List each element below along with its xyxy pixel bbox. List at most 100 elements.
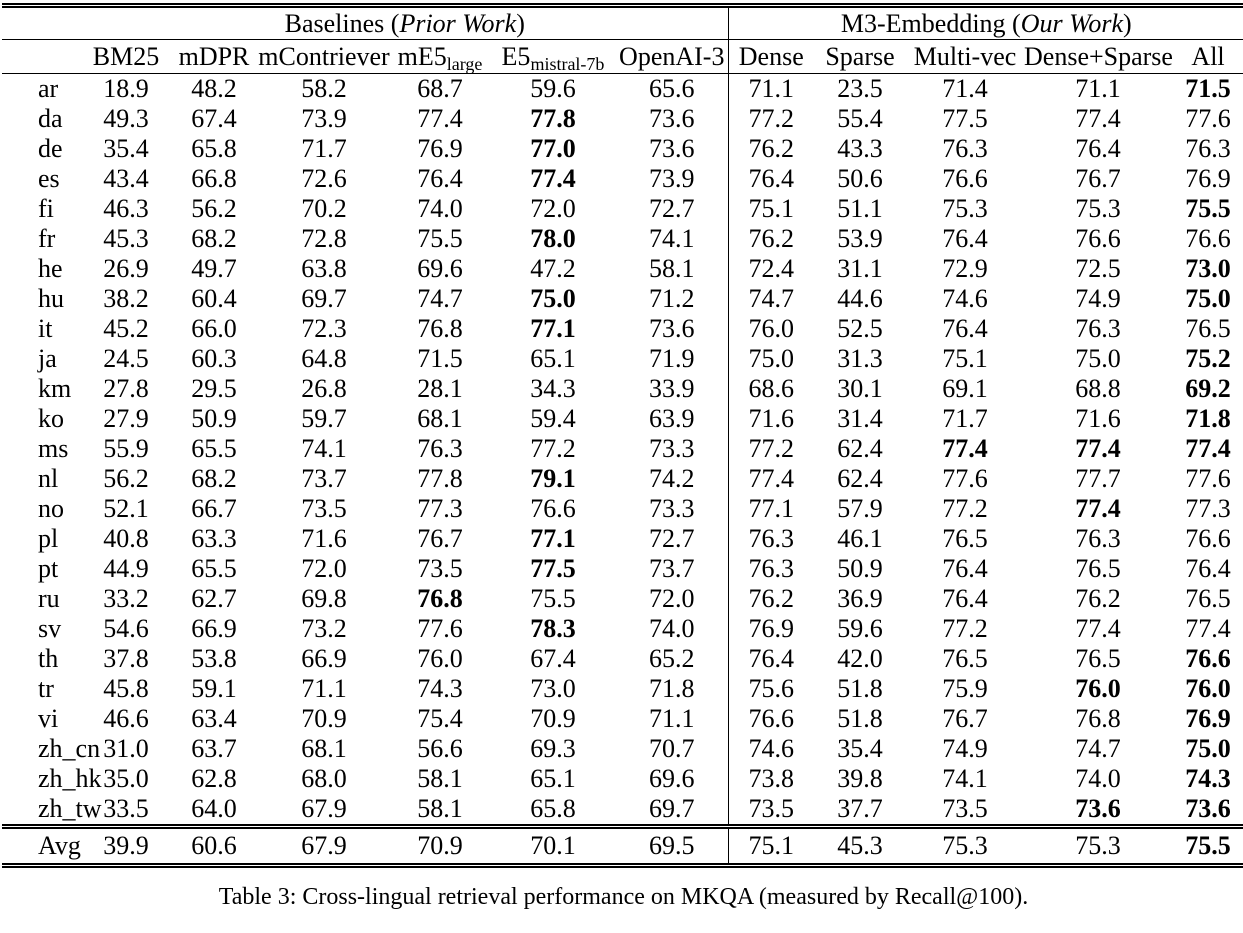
table-row: ms 55.9 65.5 74.1 76.3 77.2 73.3 77.2 62.4 77.4 77…	[2, 434, 1243, 464]
metric-cell: 39.9	[82, 824, 170, 866]
metric-cell: 26.9	[103, 254, 149, 283]
column-header-row: BM25 mDPR mContriever mE5large E5mistral-7b O…	[2, 39, 1243, 74]
metric-cell: 64.0	[191, 794, 237, 823]
metric-cell: 23.5	[837, 74, 883, 103]
metric-cell: 75.5	[530, 584, 576, 613]
avg-row: Avg 39.9 60.6 67.9 70.9 70.1 69.5 75.1 45.3 75.3 7…	[2, 824, 1243, 866]
language-cell: de	[38, 134, 63, 163]
table-row: pt 44.9 65.5 72.0 73.5 77.5 73.7 76.3 50.9 76.4 76…	[2, 554, 1243, 584]
metric-cell: 70.1	[490, 824, 616, 866]
metric-cell: 56.2	[191, 194, 237, 223]
metric-cell: 59.4	[530, 404, 576, 433]
metric-cell: 75.3	[1024, 824, 1173, 866]
metric-cell: 77.4	[1075, 434, 1121, 463]
metric-cell: 76.4	[942, 554, 988, 583]
metric-cell: 60.3	[191, 344, 237, 373]
table-row: km 27.8 29.5 26.8 28.1 34.3 33.9 68.6 30.1 69.1 68…	[2, 374, 1243, 404]
metric-cell: 76.6	[530, 494, 576, 523]
metric-cell: 51.8	[837, 704, 883, 733]
metric-cell: 77.6	[1185, 464, 1231, 493]
group-left-prefix: Baselines (	[284, 8, 400, 38]
metric-cell: 47.2	[530, 254, 576, 283]
metric-cell: 71.5	[1185, 74, 1231, 103]
table-row: ko 27.9 50.9 59.7 68.1 59.4 63.9 71.6 31.4 71.7 71…	[2, 404, 1243, 434]
metric-cell: 37.8	[103, 644, 149, 673]
table-row: sv 54.6 66.9 73.2 77.6 78.3 74.0 76.9 59.6 77.2 77…	[2, 614, 1243, 644]
metric-cell: 77.2	[942, 494, 988, 523]
metric-cell: 73.8	[727, 764, 815, 794]
metric-cell: 73.3	[649, 434, 695, 463]
metric-cell: 76.0	[417, 644, 463, 673]
metric-cell: 73.3	[649, 494, 695, 523]
metric-cell: 76.6	[1185, 224, 1231, 253]
metric-cell: 76.2	[1075, 584, 1121, 613]
metric-cell: 77.5	[942, 104, 988, 133]
metric-cell: 77.4	[417, 104, 463, 133]
metric-cell: 76.4	[727, 644, 815, 674]
metric-cell: 76.3	[417, 434, 463, 463]
language-cell: da	[38, 104, 63, 133]
metric-cell: 67.9	[301, 794, 347, 823]
metric-cell: 26.8	[301, 374, 347, 403]
metric-cell: 35.4	[837, 734, 883, 763]
column-header-label: E5	[501, 41, 531, 71]
metric-cell: 71.1	[301, 674, 347, 703]
metric-cell: 52.1	[103, 494, 149, 523]
metric-cell: 27.9	[103, 404, 149, 433]
metric-cell: 76.4	[727, 164, 815, 194]
metric-cell: 63.7	[191, 734, 237, 763]
group-header-baselines: Baselines (Prior Work)	[82, 5, 729, 40]
metric-cell: 76.5	[942, 644, 988, 673]
metric-cell: 53.9	[837, 224, 883, 253]
metric-cell: 75.4	[417, 704, 463, 733]
metric-cell: 35.0	[103, 764, 149, 793]
language-cell: no	[38, 494, 64, 523]
metric-cell: 76.3	[1075, 314, 1121, 343]
metric-cell: 62.8	[191, 764, 237, 793]
metric-cell: 45.3	[814, 824, 907, 866]
metric-cell: 76.6	[942, 164, 988, 193]
table-row: da 49.3 67.4 73.9 77.4 77.8 73.6 77.2 55.4 77.5 77…	[2, 104, 1243, 134]
language-cell: zh_hk	[38, 764, 102, 793]
metric-cell: 71.6	[727, 404, 815, 434]
metric-cell: 76.6	[1185, 524, 1231, 553]
metric-cell: 33.9	[649, 374, 695, 403]
metric-cell: 77.0	[530, 134, 576, 163]
metric-cell: 76.3	[942, 134, 988, 163]
table-row: hu 38.2 60.4 69.7 74.7 75.0 71.2 74.7 44.6 74.6 74…	[2, 284, 1243, 314]
metric-cell: 72.0	[649, 584, 695, 613]
group-right-prefix: M3-Embedding (	[840, 8, 1021, 38]
metric-cell: 77.4	[1075, 494, 1121, 523]
column-header-mdpr: mDPR	[170, 39, 258, 74]
metric-cell: 76.4	[417, 164, 463, 193]
metric-cell: 77.4	[1075, 614, 1121, 643]
metric-cell: 45.3	[103, 224, 149, 253]
metric-cell: 77.4	[1185, 614, 1231, 643]
metric-cell: 75.0	[727, 344, 815, 374]
column-header-sparse: Sparse	[814, 39, 907, 74]
language-cell: ko	[38, 404, 64, 433]
table-row: zh_cn 31.0 63.7 68.1 56.6 69.3 70.7 74.6 35.4 74.…	[2, 734, 1243, 764]
metric-cell: 30.1	[837, 374, 883, 403]
metric-cell: 51.1	[837, 194, 883, 223]
metric-cell: 65.8	[191, 134, 237, 163]
metric-cell: 74.6	[727, 734, 815, 764]
metric-cell: 72.3	[301, 314, 347, 343]
metric-cell: 76.9	[727, 614, 815, 644]
metric-cell: 76.4	[942, 584, 988, 613]
metric-cell: 62.7	[191, 584, 237, 613]
table-row: vi 46.6 63.4 70.9 75.4 70.9 71.1 76.6 51.8 76.7 76…	[2, 704, 1243, 734]
metric-cell: 71.1	[727, 73, 815, 104]
metric-cell: 77.4	[530, 164, 576, 193]
language-cell: sv	[38, 614, 62, 643]
metric-cell: 75.5	[1185, 194, 1231, 223]
metric-cell: 77.6	[1185, 104, 1231, 133]
metric-cell: 73.5	[301, 494, 347, 523]
metric-cell: 66.9	[191, 614, 237, 643]
metric-cell: 62.4	[837, 434, 883, 463]
metric-cell: 65.8	[530, 794, 576, 823]
metric-cell: 76.9	[417, 134, 463, 163]
metric-cell: 70.9	[301, 704, 347, 733]
metric-cell: 76.8	[417, 314, 463, 343]
metric-cell: 72.5	[1075, 254, 1121, 283]
